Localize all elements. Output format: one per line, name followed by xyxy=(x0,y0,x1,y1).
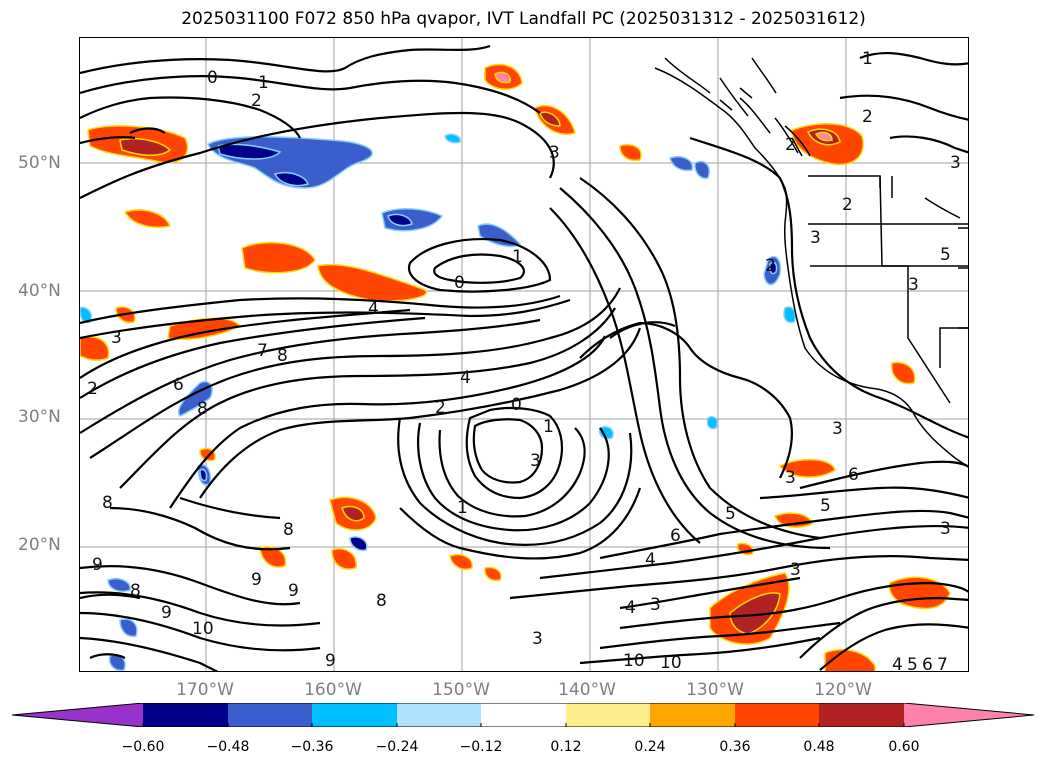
contour-label: 0 xyxy=(454,273,465,293)
colorbar-tick: −0.36 xyxy=(290,739,334,755)
lat-label-20n: 20°N xyxy=(18,535,61,555)
coastlines xyxy=(654,57,968,468)
contour-label: 3 xyxy=(950,153,961,173)
colorbar-bin xyxy=(312,703,397,727)
colorbar-tick: 0.60 xyxy=(888,739,920,755)
contour-label: 8 xyxy=(283,520,294,540)
colorbar xyxy=(12,703,1035,727)
lon-label-150w: 150°W xyxy=(432,680,490,700)
contour-label: 6 xyxy=(670,526,681,546)
colorbar-tick: 0.48 xyxy=(803,739,835,755)
contour-label: 10 xyxy=(623,651,645,671)
contour-label: 3 xyxy=(785,468,796,488)
contour-label: 3 xyxy=(810,228,821,248)
contour-label: 3 xyxy=(111,328,122,348)
colorbar-tick: −0.24 xyxy=(375,739,419,755)
colorbar-bin xyxy=(12,703,143,727)
ivt-contours xyxy=(80,44,968,671)
qvapor-positive-fills xyxy=(80,63,951,671)
lon-label-130w: 130°W xyxy=(686,680,744,700)
contour-label: 2 xyxy=(785,135,796,155)
contour-label: 4 xyxy=(892,655,903,672)
colorbar-bin xyxy=(819,703,904,727)
contour-label: 8 xyxy=(102,493,113,513)
contour-label: 10 xyxy=(192,619,214,639)
colorbar-bin xyxy=(650,703,735,727)
map-plot: 0 1 2 3 1 2 3 2 1 0 4 3 7 8 6 8 2 4 2 0 … xyxy=(80,38,968,672)
colorbar-bin xyxy=(566,703,650,727)
colorbar-tick: −0.12 xyxy=(459,739,503,755)
contour-label: 1 xyxy=(258,73,269,93)
map-title: 2025031100 F072 850 hPa qvapor, IVT Land… xyxy=(181,9,866,29)
contour-label: 3 xyxy=(790,560,801,580)
contour-label: 3 xyxy=(908,275,919,295)
contour-label: 9 xyxy=(161,603,172,623)
contour-label: 3 xyxy=(530,451,541,471)
lat-label-50n: 50°N xyxy=(18,153,61,173)
contour-label: 5 xyxy=(820,496,831,516)
contour-label: 5 xyxy=(907,655,918,672)
colorbar-tick: 0.36 xyxy=(719,739,751,755)
contour-label: 6 xyxy=(848,465,859,485)
contour-label: 3 xyxy=(532,629,543,649)
contour-label: 3 xyxy=(832,419,843,439)
colorbar-bin xyxy=(481,703,566,727)
contour-label: 6 xyxy=(173,375,184,395)
lon-label-170w: 170°W xyxy=(176,680,234,700)
contour-label: 6 xyxy=(922,655,933,672)
contour-label: 1 xyxy=(543,417,554,437)
contour-label: 4 xyxy=(645,550,656,570)
contour-label: 2 xyxy=(842,195,853,215)
contour-label: 10 xyxy=(660,653,682,672)
colorbar-tick: 0.12 xyxy=(550,739,582,755)
contour-label: 9 xyxy=(92,555,103,575)
contour-label: 3 xyxy=(940,519,951,539)
contour-label: 2 xyxy=(862,107,873,127)
contour-label: 7 xyxy=(257,341,268,361)
lat-label-40n: 40°N xyxy=(18,281,61,301)
contour-label: 9 xyxy=(251,570,262,590)
map-panel: 0 1 2 3 1 2 3 2 1 0 4 3 7 8 6 8 2 4 2 0 … xyxy=(79,37,969,672)
colorbar-tick: −0.60 xyxy=(121,739,165,755)
contour-label: 9 xyxy=(288,581,299,601)
contour-label: 5 xyxy=(940,245,951,265)
contour-label: 1 xyxy=(862,49,873,69)
contour-label: 3 xyxy=(549,143,560,163)
contour-label: 1 xyxy=(512,247,523,267)
contour-label: 2 xyxy=(765,256,776,276)
contour-label: 4 xyxy=(460,368,471,388)
colorbar-tick: 0.24 xyxy=(634,739,666,755)
colorbar-bin xyxy=(904,703,1034,727)
qvapor-negative-fills xyxy=(80,133,797,671)
lat-label-30n: 30°N xyxy=(18,407,61,427)
colorbar-tick: −0.48 xyxy=(206,739,250,755)
contour-labels: 0 1 2 3 1 2 3 2 1 0 4 3 7 8 6 8 2 4 2 0 … xyxy=(87,49,961,672)
colorbar-bin xyxy=(735,703,819,727)
contour-label: 7 xyxy=(937,655,948,672)
colorbar-bin xyxy=(397,703,481,727)
lon-label-120w: 120°W xyxy=(814,680,872,700)
contour-label: 9 xyxy=(325,651,336,671)
contour-label: 0 xyxy=(207,68,218,88)
contour-label: 4 xyxy=(625,598,636,618)
contour-label: 8 xyxy=(197,399,208,419)
contour-label: 4 xyxy=(368,299,379,319)
colorbar-bin xyxy=(143,703,228,727)
colorbar-bin xyxy=(228,703,312,727)
contour-label: 1 xyxy=(457,498,468,518)
lon-label-160w: 160°W xyxy=(304,680,362,700)
contour-label: 5 xyxy=(725,504,736,524)
contour-label: 8 xyxy=(376,591,387,611)
contour-label: 2 xyxy=(251,91,262,111)
contour-label: 0 xyxy=(511,395,522,415)
contour-label: 8 xyxy=(130,581,141,601)
contour-label: 2 xyxy=(87,379,98,399)
contour-label: 2 xyxy=(435,398,446,418)
contour-label: 8 xyxy=(277,346,288,366)
lon-label-140w: 140°W xyxy=(558,680,616,700)
contour-label: 3 xyxy=(650,595,661,615)
